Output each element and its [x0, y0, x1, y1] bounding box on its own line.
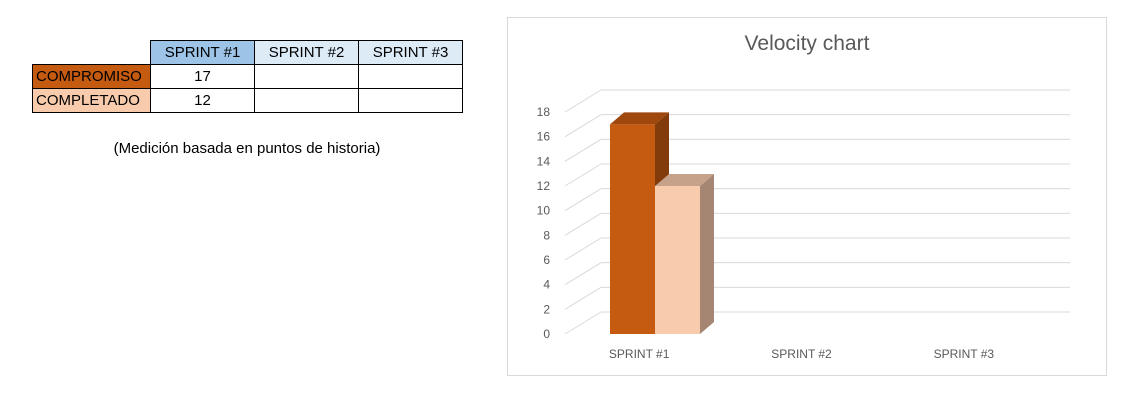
y-tick-label: 2	[543, 302, 550, 316]
y-tick-label: 8	[543, 228, 550, 242]
chart-plot: 0 2 4 6 8 10 12 14 16 18 SPRINT #1 SPRINT #2 SPRINT …	[537, 89, 1070, 361]
gridline-depth	[564, 237, 602, 261]
gridline-depth	[564, 89, 602, 113]
row-label-compromiso[interactable]: COMPROMISO	[32, 64, 151, 89]
bar	[655, 186, 700, 334]
measurement-note: (Medición basada en puntos de historia)	[113, 140, 381, 157]
y-tick-label: 12	[537, 179, 551, 193]
gridline-depth	[564, 163, 602, 187]
y-tick-label: 4	[543, 278, 550, 292]
cell-compromiso-sprint-3[interactable]	[358, 64, 463, 89]
header-sprint-2[interactable]: SPRINT #2	[254, 40, 359, 65]
corner-cell	[33, 41, 151, 65]
gridline-depth	[564, 138, 602, 162]
cell-completado-sprint-1[interactable]: 12	[150, 88, 255, 113]
cell-completado-sprint-3[interactable]	[358, 88, 463, 113]
cell-compromiso-sprint-1[interactable]: 17	[150, 64, 255, 89]
velocity-chart[interactable]: Velocity chart 0 2 4 6 8 10 12 14 16 18 SPRINT #1 S…	[507, 17, 1107, 376]
gridline-depth	[564, 262, 602, 286]
bar	[610, 124, 655, 334]
bar-side	[700, 174, 714, 334]
cell-completado-sprint-2[interactable]	[254, 88, 359, 113]
row-label-completado[interactable]: COMPLETADO	[32, 88, 151, 113]
gridline-depth	[564, 114, 602, 138]
gridline-depth	[564, 212, 602, 236]
header-sprint-3[interactable]: SPRINT #3	[358, 40, 463, 65]
y-tick-label: 10	[537, 204, 551, 218]
gridline-depth	[564, 311, 602, 335]
y-tick-label: 6	[543, 253, 550, 267]
chart-title: Velocity chart	[744, 32, 870, 55]
bar-top	[610, 112, 669, 125]
x-tick-label: SPRINT #2	[771, 347, 832, 361]
y-tick-label: 16	[537, 130, 551, 144]
data-table: SPRINT #1 SPRINT #2 SPRINT #3 COMPROMISO…	[32, 40, 463, 113]
y-tick-label: 14	[537, 154, 551, 168]
cell-compromiso-sprint-2[interactable]	[254, 64, 359, 89]
header-sprint-1[interactable]: SPRINT #1	[150, 40, 255, 65]
bar-top	[655, 174, 714, 186]
gridline-depth	[564, 188, 602, 212]
x-tick-label: SPRINT #1	[609, 347, 670, 361]
y-tick-label: 0	[543, 327, 550, 341]
x-tick-label: SPRINT #3	[934, 347, 995, 361]
y-tick-label: 18	[537, 105, 551, 119]
gridline-depth	[564, 286, 602, 310]
